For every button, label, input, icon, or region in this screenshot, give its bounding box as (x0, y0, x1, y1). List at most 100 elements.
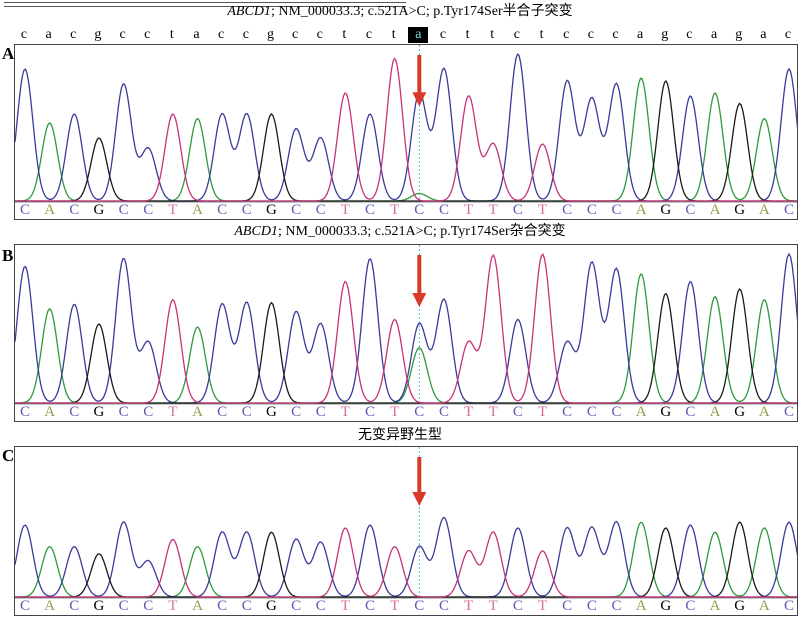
base-call-13: T (340, 202, 350, 218)
ref-base-9: c (242, 27, 249, 42)
base-call-5: C (143, 202, 154, 218)
base-call-7: A (192, 598, 203, 614)
ref-base-31: c (784, 27, 792, 42)
ref-base-5: c (144, 27, 151, 42)
ref-base-4: c (119, 27, 126, 42)
ref-base-13: t (342, 27, 347, 42)
base-call-20: C (512, 202, 523, 218)
base-call-19: T (488, 202, 498, 218)
base-call-16: C (414, 598, 425, 614)
base-call-12: C (315, 598, 326, 614)
base-call-4: C (118, 404, 129, 420)
base-call-4: C (118, 202, 129, 218)
base-call-31: C (783, 404, 794, 420)
base-call-13: T (340, 404, 350, 420)
ref-base-1: a (45, 27, 52, 42)
panel-b-title-text: ; NM_000033.3; c.521A>C; p.Tyr174Ser杂合突变 (277, 224, 566, 239)
base-call-9: C (241, 404, 252, 420)
base-call-18: T (464, 202, 474, 218)
trace-G (15, 521, 797, 598)
base-call-30: A (758, 404, 770, 420)
base-call-13: T (340, 598, 350, 614)
base-call-8: C (217, 404, 228, 420)
ref-base-24: c (612, 27, 619, 42)
base-call-22: C (562, 202, 573, 218)
base-call-2: C (69, 598, 80, 614)
base-call-20: C (512, 598, 523, 614)
base-call-17: C (438, 598, 449, 614)
base-call-28: A (709, 202, 721, 218)
base-call-10: G (266, 598, 277, 614)
base-call-14: C (365, 598, 376, 614)
base-call-0: C (19, 202, 30, 218)
base-call-8: C (217, 202, 228, 218)
base-call-31: C (783, 598, 794, 614)
base-call-5: C (143, 598, 154, 614)
base-call-23: C (586, 598, 597, 614)
ref-base-2: c (70, 27, 77, 42)
base-call-1: A (44, 598, 56, 614)
base-call-25: A (635, 202, 647, 218)
base-call-28: A (709, 598, 721, 614)
base-call-15: T (390, 404, 400, 420)
mutation-arrow (412, 457, 427, 506)
base-call-16: C (414, 404, 425, 420)
panel-a-title: ABCD1; NM_000033.3; c.521A>C; p.Tyr174Se… (0, 4, 800, 20)
base-call-23: C (586, 202, 597, 218)
ref-base-23: c (587, 27, 594, 42)
base-call-7: A (192, 202, 203, 218)
mutation-arrow (412, 55, 427, 107)
base-call-22: C (562, 598, 573, 614)
chromatogram-a-trace (15, 45, 797, 203)
base-call-7: A (192, 404, 203, 420)
base-call-3: G (93, 598, 105, 614)
base-call-27: C (685, 202, 696, 218)
base-call-15: T (390, 202, 400, 218)
ref-base-3: g (94, 27, 102, 42)
ref-base-18: t (465, 27, 470, 42)
ref-base-15: t (391, 27, 396, 42)
base-call-15: T (390, 598, 400, 614)
base-call-26: G (660, 404, 672, 420)
base-call-31: C (783, 202, 794, 218)
base-call-30: A (758, 202, 770, 218)
base-call-11: C (291, 598, 302, 614)
base-call-24: C (611, 202, 622, 218)
base-call-30: A (758, 598, 770, 614)
base-call-6: T (168, 202, 178, 218)
base-call-10: G (266, 404, 277, 420)
ref-base-20: c (513, 27, 520, 42)
base-call-20: C (512, 404, 523, 420)
base-call-8: C (217, 598, 228, 614)
base-call-16: C (414, 202, 425, 218)
base-call-12: C (315, 404, 326, 420)
trace-C (15, 252, 797, 404)
base-call-19: T (488, 404, 498, 420)
panel-b-title: ABCD1; NM_000033.3; c.521A>C; p.Tyr174Se… (0, 224, 800, 240)
base-call-17: C (438, 404, 449, 420)
base-call-6: T (168, 404, 178, 420)
ref-base-12: c (316, 27, 323, 42)
base-call-18: T (464, 598, 474, 614)
base-call-12: C (315, 202, 326, 218)
base-call-26: G (660, 202, 672, 218)
base-call-18: T (464, 404, 474, 420)
ref-base-19: t (490, 27, 495, 42)
panel-a-label: A (2, 44, 15, 63)
base-call-2: C (69, 202, 80, 218)
panel-b-label: B (2, 246, 14, 265)
base-call-2: C (69, 404, 80, 420)
base-call-29: G (734, 404, 746, 420)
base-call-28: A (709, 404, 721, 420)
ref-base-6: t (169, 27, 174, 42)
chromatogram-c-trace (15, 447, 797, 599)
base-call-11: C (291, 404, 302, 420)
ref-base-17: c (439, 27, 447, 42)
